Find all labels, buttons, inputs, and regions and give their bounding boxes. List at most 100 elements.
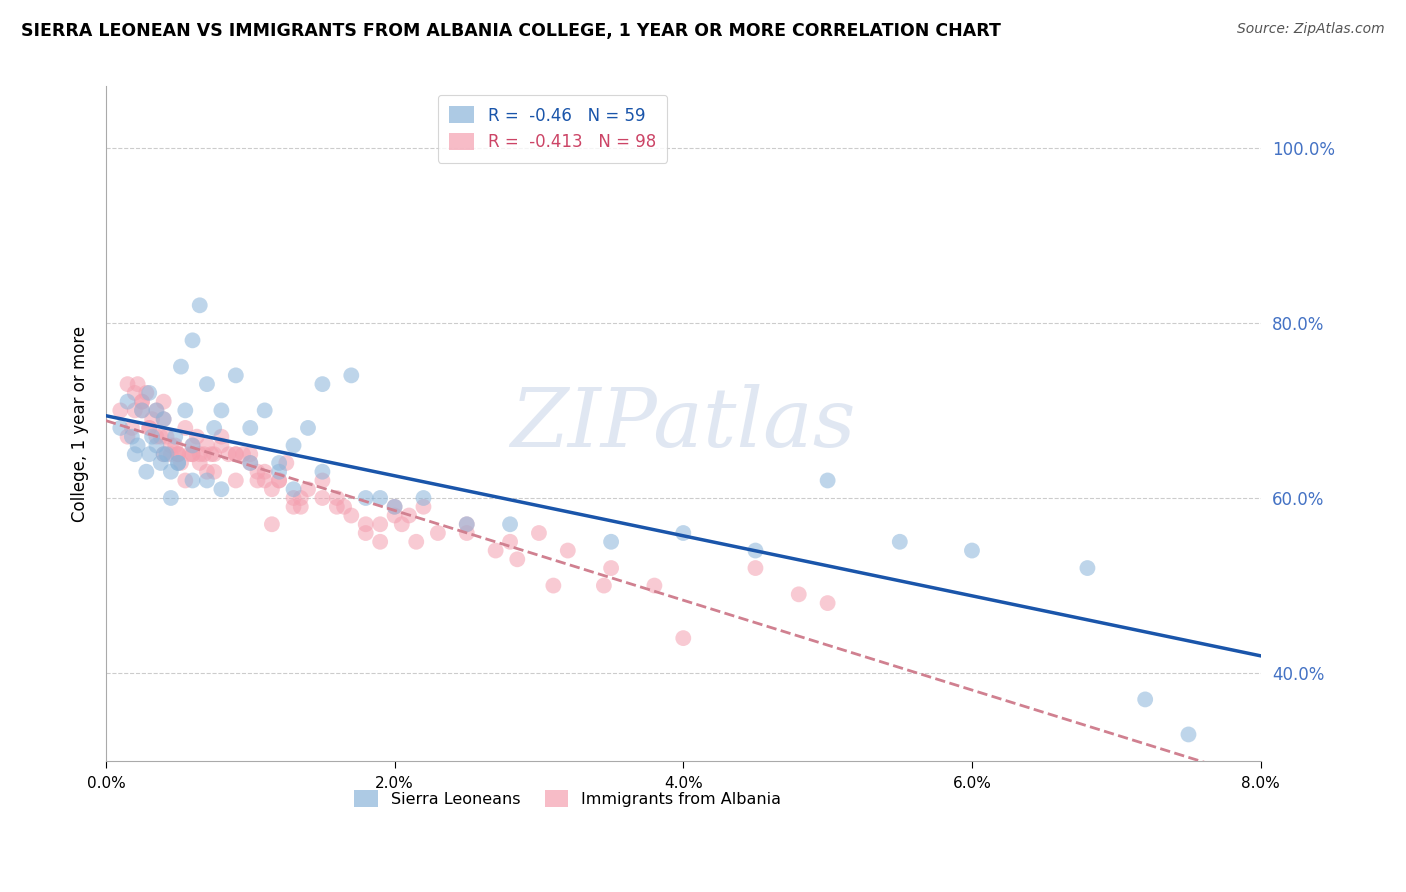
Point <box>311 465 333 479</box>
Point <box>340 368 363 383</box>
Text: SIERRA LEONEAN VS IMMIGRANTS FROM ALBANIA COLLEGE, 1 YEAR OR MORE CORRELATION CH: SIERRA LEONEAN VS IMMIGRANTS FROM ALBANI… <box>21 22 1001 40</box>
Point <box>124 385 146 400</box>
Point <box>600 561 623 575</box>
Point <box>149 430 172 444</box>
Point <box>557 543 579 558</box>
Point <box>817 474 839 488</box>
Point <box>121 421 143 435</box>
Point <box>152 447 174 461</box>
Point <box>672 526 695 541</box>
Point <box>485 543 508 558</box>
Point <box>368 491 391 505</box>
Point <box>193 447 215 461</box>
Point <box>117 394 139 409</box>
Point <box>209 430 232 444</box>
Text: Source: ZipAtlas.com: Source: ZipAtlas.com <box>1237 22 1385 37</box>
Point <box>239 421 262 435</box>
Point <box>333 500 356 514</box>
Point <box>141 430 163 444</box>
Point <box>181 438 204 452</box>
Point <box>260 517 283 532</box>
Point <box>145 430 167 444</box>
Point <box>127 438 149 452</box>
Point <box>412 491 434 505</box>
Point <box>141 412 163 426</box>
Point <box>391 517 413 532</box>
Point <box>1133 692 1156 706</box>
Point <box>260 482 283 496</box>
Point <box>499 517 522 532</box>
Point <box>253 403 276 417</box>
Point <box>160 438 183 452</box>
Point <box>744 561 766 575</box>
Point <box>354 491 377 505</box>
Point <box>326 500 349 514</box>
Point <box>138 421 160 435</box>
Point <box>527 526 550 541</box>
Legend: Sierra Leoneans, Immigrants from Albania: Sierra Leoneans, Immigrants from Albania <box>347 784 787 814</box>
Point <box>124 403 146 417</box>
Point <box>384 500 406 514</box>
Point <box>167 456 190 470</box>
Point <box>160 447 183 461</box>
Point <box>138 385 160 400</box>
Point <box>170 456 193 470</box>
Point <box>297 421 319 435</box>
Point <box>239 456 262 470</box>
Point <box>253 465 276 479</box>
Point <box>131 394 153 409</box>
Point <box>239 456 262 470</box>
Point <box>160 491 183 505</box>
Point <box>283 438 305 452</box>
Point <box>195 474 218 488</box>
Point <box>232 447 254 461</box>
Point <box>326 491 349 505</box>
Point <box>167 447 190 461</box>
Point <box>269 474 291 488</box>
Point <box>167 447 190 461</box>
Point <box>283 500 305 514</box>
Point <box>499 534 522 549</box>
Point <box>311 377 333 392</box>
Point <box>145 403 167 417</box>
Point <box>744 543 766 558</box>
Point <box>290 500 312 514</box>
Point <box>368 534 391 549</box>
Point <box>218 447 240 461</box>
Point <box>209 403 232 417</box>
Point <box>131 394 153 409</box>
Point <box>121 430 143 444</box>
Point <box>167 456 190 470</box>
Point <box>181 334 204 348</box>
Point <box>195 465 218 479</box>
Point <box>181 447 204 461</box>
Point <box>165 430 187 444</box>
Point <box>152 394 174 409</box>
Point <box>202 465 225 479</box>
Point <box>152 412 174 426</box>
Point <box>167 447 190 461</box>
Point <box>131 403 153 417</box>
Point <box>283 491 305 505</box>
Point <box>174 403 197 417</box>
Point <box>195 377 218 392</box>
Point <box>152 447 174 461</box>
Point <box>225 447 247 461</box>
Point <box>543 578 565 592</box>
Point <box>135 465 157 479</box>
Point <box>145 403 167 417</box>
Y-axis label: College, 1 year or more: College, 1 year or more <box>72 326 89 522</box>
Point <box>600 534 623 549</box>
Point <box>276 456 298 470</box>
Point <box>181 474 204 488</box>
Point <box>225 447 247 461</box>
Point <box>138 447 160 461</box>
Point <box>787 587 810 601</box>
Point <box>269 465 291 479</box>
Point <box>174 474 197 488</box>
Point <box>209 482 232 496</box>
Point <box>311 474 333 488</box>
Point <box>117 377 139 392</box>
Point <box>354 526 377 541</box>
Point <box>202 447 225 461</box>
